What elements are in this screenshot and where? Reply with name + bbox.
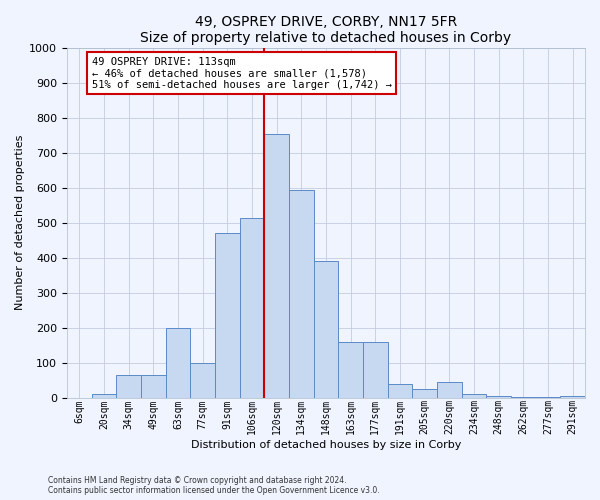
Bar bbox=[190, 363, 215, 398]
Bar bbox=[511, 397, 536, 398]
Bar bbox=[141, 375, 166, 398]
Title: 49, OSPREY DRIVE, CORBY, NN17 5FR
Size of property relative to detached houses i: 49, OSPREY DRIVE, CORBY, NN17 5FR Size o… bbox=[140, 15, 512, 45]
Text: 49 OSPREY DRIVE: 113sqm
← 46% of detached houses are smaller (1,578)
51% of semi: 49 OSPREY DRIVE: 113sqm ← 46% of detache… bbox=[92, 56, 392, 90]
Bar bbox=[363, 342, 388, 398]
X-axis label: Distribution of detached houses by size in Corby: Distribution of detached houses by size … bbox=[191, 440, 461, 450]
Text: Contains HM Land Registry data © Crown copyright and database right 2024.
Contai: Contains HM Land Registry data © Crown c… bbox=[48, 476, 380, 495]
Bar bbox=[116, 375, 141, 398]
Bar bbox=[437, 382, 461, 398]
Bar bbox=[239, 218, 264, 398]
Bar bbox=[560, 396, 585, 398]
Bar bbox=[92, 394, 116, 398]
Bar bbox=[289, 190, 314, 398]
Bar bbox=[388, 384, 412, 398]
Bar bbox=[314, 262, 338, 398]
Bar bbox=[215, 234, 239, 398]
Bar bbox=[536, 397, 560, 398]
Bar bbox=[166, 328, 190, 398]
Bar bbox=[487, 396, 511, 398]
Bar bbox=[264, 134, 289, 398]
Bar bbox=[338, 342, 363, 398]
Y-axis label: Number of detached properties: Number of detached properties bbox=[15, 135, 25, 310]
Bar bbox=[461, 394, 487, 398]
Bar bbox=[412, 389, 437, 398]
